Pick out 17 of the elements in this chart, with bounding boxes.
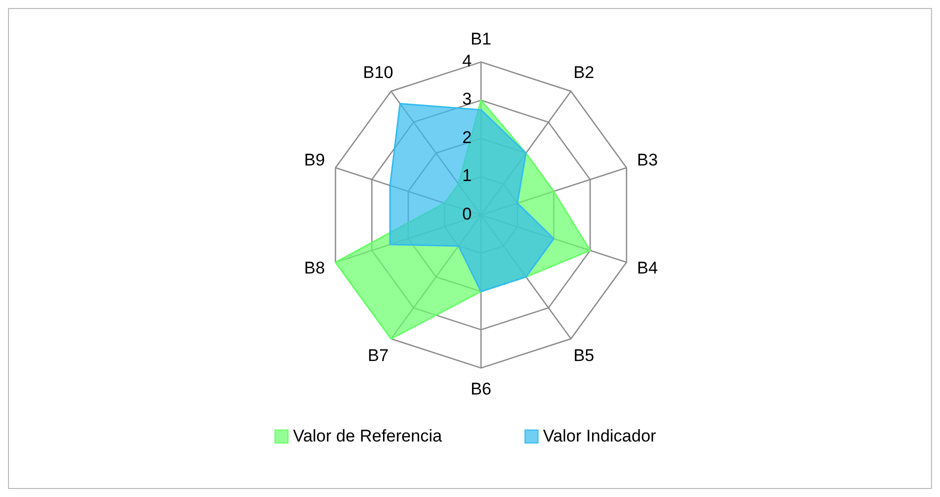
spoke-label: B7: [368, 346, 389, 366]
spoke-label: B1: [470, 29, 492, 48]
spoke-label: B6: [470, 379, 492, 398]
legend-label: Valor Indicador: [543, 426, 656, 446]
spoke-label: B10: [363, 62, 394, 82]
spoke-label: B4: [637, 258, 658, 278]
y-tick-label: 1: [462, 166, 472, 186]
y-tick-label: 3: [462, 90, 472, 109]
spoke-label: B5: [573, 346, 594, 366]
spoke-label: B2: [573, 62, 594, 82]
y-tick-label: 0: [462, 204, 472, 224]
spoke-label: B9: [304, 150, 325, 170]
spoke-label: B8: [304, 258, 325, 278]
legend-label: Valor de Referencia: [293, 426, 443, 446]
y-tick-label: 2: [462, 128, 472, 147]
y-tick-label: 4: [462, 51, 472, 70]
spoke-label: B3: [637, 150, 658, 170]
